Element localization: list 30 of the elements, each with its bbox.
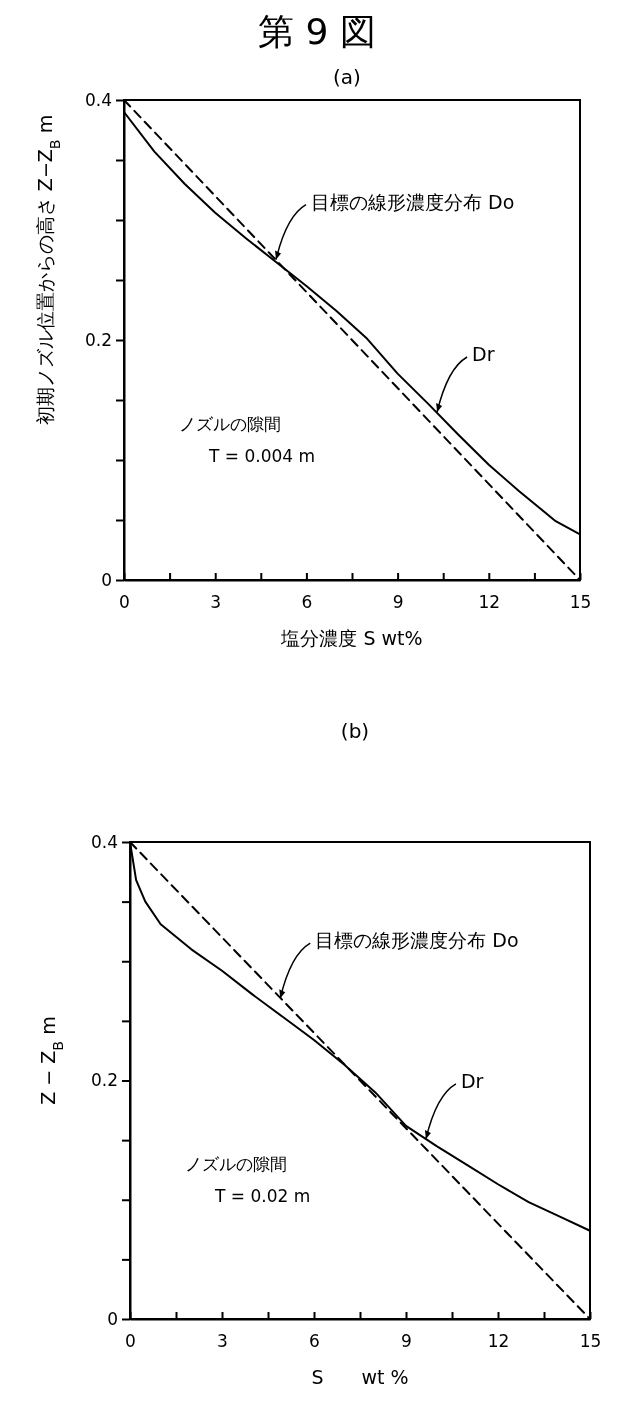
annotation: 目標の線形濃度分布 Do	[315, 929, 519, 952]
x-tick-label: 9	[401, 1331, 412, 1352]
annotation: 目標の線形濃度分布 Do	[311, 190, 515, 213]
annotation: T = 0.004 m	[208, 446, 316, 466]
x-axis-title: S wt %	[311, 1366, 409, 1388]
x-tick-label: 6	[309, 1331, 320, 1352]
x-tick-label: 9	[392, 592, 404, 613]
x-tick-label: 15	[579, 1331, 602, 1352]
chart-title: 第 9 図	[258, 11, 376, 52]
x-axis-title: 塩分濃度 S wt%	[280, 627, 423, 649]
x-tick-label: 0	[125, 1331, 136, 1352]
x-tick-label: 3	[217, 1331, 228, 1352]
y-tick-label: 0	[101, 569, 112, 590]
chart-subtitle: (b)	[340, 719, 370, 743]
y-tick-label: 0	[107, 1308, 118, 1329]
y-tick-label: 0.4	[84, 89, 112, 110]
y-tick-label: 0.2	[84, 329, 112, 350]
annotation: ノズルの隙間	[185, 1153, 287, 1174]
x-tick-label: 3	[210, 592, 222, 613]
x-tick-label: 12	[487, 1331, 510, 1352]
x-tick-label: 15	[569, 592, 592, 613]
y-tick-label: 0.2	[90, 1070, 118, 1091]
chart-subtitle: (a)	[333, 65, 361, 89]
annotation: Dr	[460, 1069, 484, 1092]
annotation: Dr	[472, 343, 495, 365]
x-tick-label: 6	[301, 592, 313, 613]
y-tick-label: 0.4	[90, 831, 118, 852]
x-tick-label: 12	[478, 592, 501, 613]
annotation: ノズルの隙間	[179, 414, 281, 434]
annotation: T = 0.02 m	[214, 1185, 311, 1206]
